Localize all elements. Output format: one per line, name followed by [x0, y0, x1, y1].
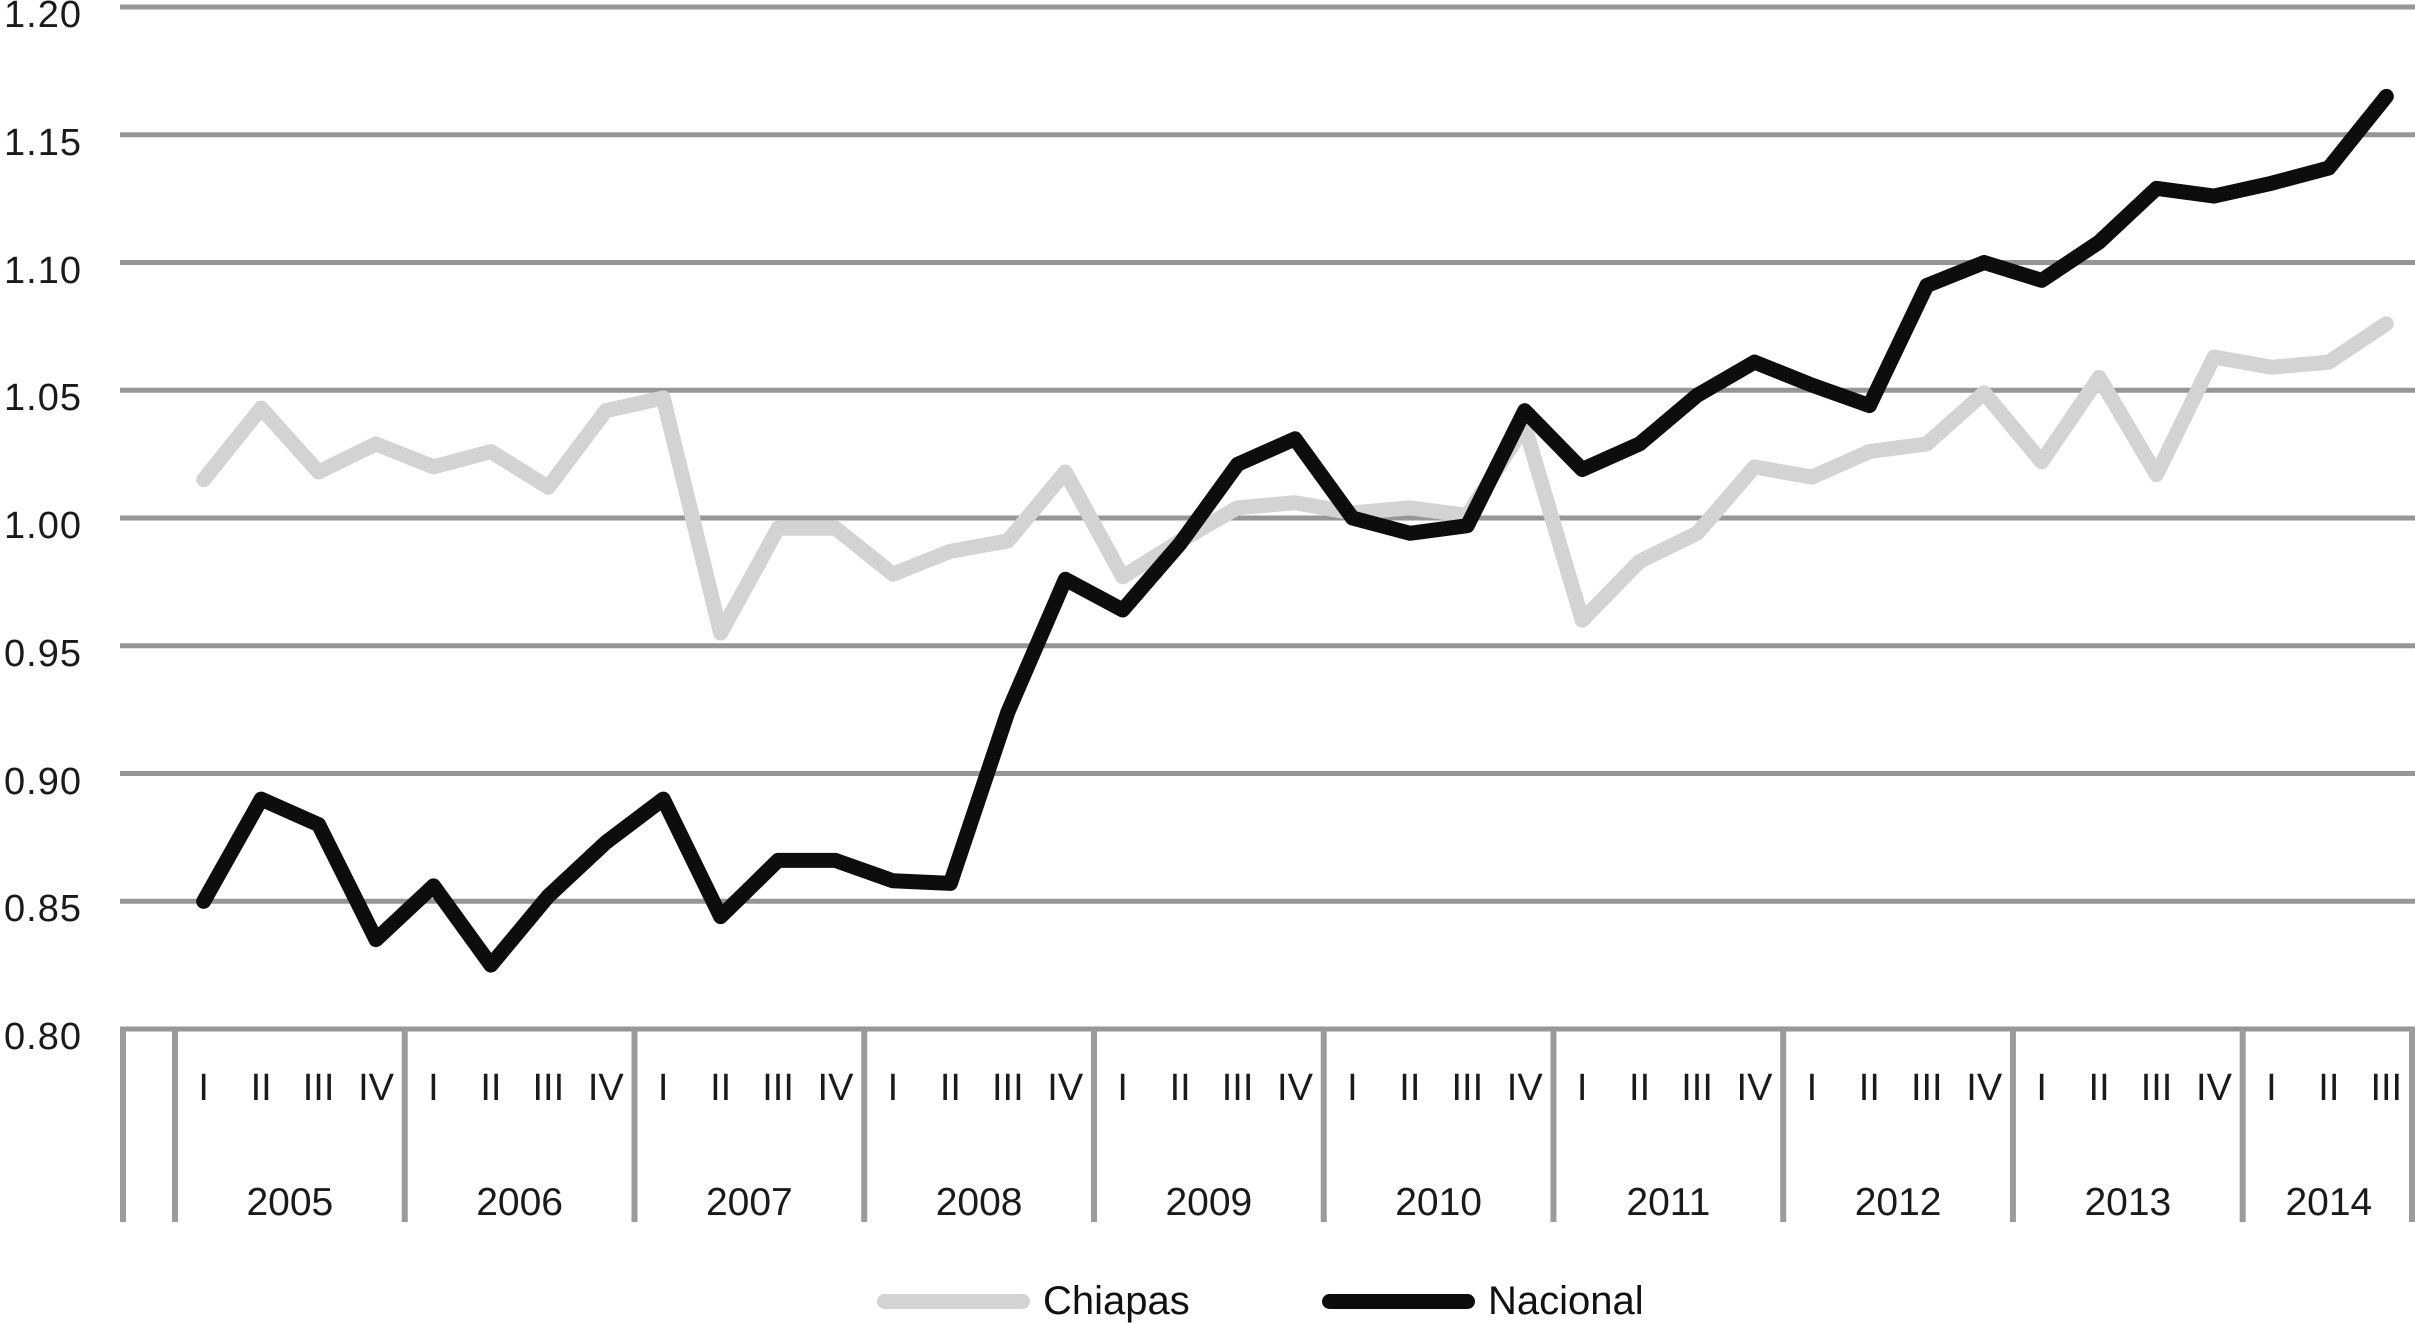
x-tick-quarter-2008-I: I: [888, 1067, 899, 1109]
y-axis-labels: 1.20 1.15 1.10 1.05 1.00 0.95 0.90 0.85 0.80: [0, 0, 120, 1324]
series-line-chiapas: [196, 316, 2394, 641]
x-tick-quarter-2009-I: I: [1117, 1067, 1128, 1109]
x-tick-quarter-2012-I: I: [1807, 1067, 1818, 1109]
x-tick-quarter-2012-III: III: [1911, 1067, 1943, 1109]
x-tick-quarter-2013-II: II: [2089, 1067, 2110, 1109]
x-tick-quarter-2008-II: II: [940, 1067, 961, 1109]
x-tick-quarter-2010-III: III: [1451, 1067, 1483, 1109]
legend: Chiapas Nacional: [0, 1281, 2415, 1321]
y-tick-label-0.80: 0.80: [4, 1016, 82, 1058]
legend-label-chiapas: Chiapas: [1043, 1279, 1190, 1323]
x-tick-quarter-2009-II: II: [1170, 1067, 1191, 1109]
x-tick-quarter-2008-IV: IV: [1047, 1067, 1084, 1109]
x-tick-year-2005: 2005: [246, 1181, 333, 1224]
x-tick-quarter-2005-III: III: [303, 1067, 335, 1109]
x-tick-year-2006: 2006: [476, 1181, 563, 1224]
x-tick-quarter-2012-IV: IV: [1966, 1067, 2003, 1109]
series-line-nacional: [196, 88, 2394, 973]
x-tick-quarter-2010-II: II: [1399, 1067, 1420, 1109]
x-tick-quarter-2006-IV: IV: [588, 1067, 625, 1109]
y-tick-label-0.95: 0.95: [4, 632, 82, 675]
y-tick-label-1.00: 1.00: [4, 505, 82, 547]
y-tick-label-1.05: 1.05: [4, 377, 82, 420]
x-tick-quarter-2007-I: I: [658, 1067, 669, 1109]
x-tick-quarter-2007-III: III: [762, 1067, 794, 1109]
x-tick-quarter-2009-III: III: [1222, 1067, 1254, 1109]
x-tick-quarter-2011-IV: IV: [1737, 1067, 1774, 1109]
y-tick-label-0.85: 0.85: [4, 888, 82, 931]
x-tick-quarter-2010-I: I: [1347, 1067, 1358, 1109]
y-tick-label-1.15: 1.15: [4, 121, 82, 164]
x-tick-year-2010: 2010: [1395, 1181, 1482, 1224]
nacional-line-swatch: [1322, 1293, 1475, 1309]
legend-item-nacional: Nacional: [1322, 1281, 1644, 1321]
x-tick-quarter-2013-III: III: [2141, 1067, 2173, 1109]
x-tick-quarter-2007-IV: IV: [818, 1067, 855, 1109]
x-tick-quarter-2011-III: III: [1681, 1067, 1713, 1109]
x-tick-quarter-2011-II: II: [1629, 1067, 1650, 1109]
y-tick-label-1.10: 1.10: [4, 249, 82, 292]
x-tick-quarter-2006-III: III: [532, 1067, 564, 1109]
x-tick-quarter-2009-IV: IV: [1277, 1067, 1314, 1109]
x-tick-quarter-2005-IV: IV: [358, 1067, 395, 1109]
x-tick-quarter-2013-I: I: [2036, 1067, 2047, 1109]
x-tick-quarter-2010-IV: IV: [1507, 1067, 1544, 1109]
x-tick-year-2011: 2011: [1626, 1181, 1710, 1224]
x-tick-year-2008: 2008: [936, 1181, 1023, 1224]
x-tick-quarter-2014-II: II: [2318, 1067, 2339, 1109]
x-tick-year-2014: 2014: [2285, 1181, 2372, 1224]
x-tick-quarter-2012-II: II: [1859, 1067, 1880, 1109]
chiapas-line-swatch: [877, 1293, 1030, 1309]
x-tick-quarter-2005-I: I: [198, 1067, 209, 1109]
y-tick-label-0.90: 0.90: [4, 760, 82, 803]
x-tick-quarter-2014-III: III: [2370, 1067, 2402, 1109]
x-tick-quarter-2006-II: II: [480, 1067, 501, 1109]
x-tick-quarter-2008-III: III: [992, 1067, 1024, 1109]
y-tick-label-1.20: 1.20: [4, 0, 82, 36]
x-tick-year-2009: 2009: [1165, 1181, 1252, 1224]
x-tick-year-2007: 2007: [706, 1181, 793, 1224]
x-tick-quarter-2011-I: I: [1577, 1067, 1588, 1109]
x-tick-year-2013: 2013: [2084, 1181, 2171, 1224]
x-tick-quarter-2006-I: I: [428, 1067, 439, 1109]
legend-item-chiapas: Chiapas: [877, 1281, 1190, 1321]
x-tick-quarter-2005-II: II: [251, 1067, 272, 1109]
x-tick-quarter-2007-II: II: [710, 1067, 731, 1109]
legend-label-nacional: Nacional: [1488, 1279, 1644, 1323]
x-tick-year-2012: 2012: [1855, 1181, 1942, 1224]
x-tick-quarter-2014-I: I: [2266, 1067, 2277, 1109]
x-tick-quarter-2013-IV: IV: [2196, 1067, 2233, 1109]
